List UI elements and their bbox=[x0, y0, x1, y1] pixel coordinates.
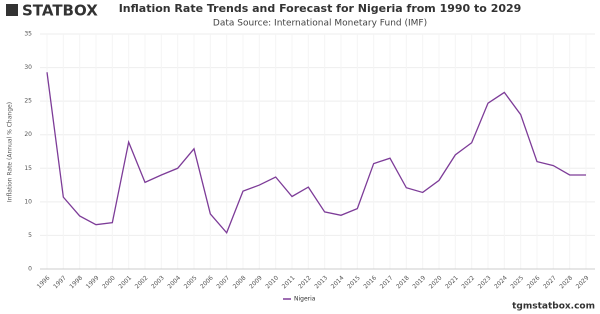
y-tick-label: 0 bbox=[28, 266, 32, 273]
x-tick-label: 2008 bbox=[232, 274, 248, 290]
x-tick-label: 2012 bbox=[297, 274, 313, 290]
x-tick-label: 2005 bbox=[183, 274, 199, 290]
x-tick-label: 2013 bbox=[313, 274, 329, 290]
x-tick-label: 2002 bbox=[134, 274, 150, 290]
y-tick-label: 35 bbox=[24, 31, 32, 38]
x-tick-label: 2015 bbox=[346, 274, 362, 290]
x-tick-label: 2003 bbox=[150, 274, 166, 290]
x-tick-label: 2011 bbox=[281, 274, 297, 290]
y-tick-label: 5 bbox=[28, 232, 32, 239]
y-axis-label: Inflation Rate (Annual % Change) bbox=[7, 102, 14, 202]
x-tick-label: 2014 bbox=[330, 274, 346, 290]
x-tick-label: 2007 bbox=[215, 274, 231, 290]
x-tick-label: 2021 bbox=[444, 274, 460, 290]
x-tick-label: 2019 bbox=[411, 274, 427, 290]
x-tick-label: 2018 bbox=[395, 274, 411, 290]
logo: STATBOX bbox=[22, 2, 98, 20]
chart-subtitle: Data Source: International Monetary Fund… bbox=[213, 19, 427, 29]
x-tick-label: 2022 bbox=[460, 274, 476, 290]
chart-title: Inflation Rate Trends and Forecast for N… bbox=[119, 2, 522, 15]
x-tick-label: 2010 bbox=[264, 274, 280, 290]
line-series bbox=[46, 72, 586, 234]
x-tick-label: 1996 bbox=[36, 274, 52, 290]
y-tick-label: 25 bbox=[24, 98, 32, 105]
y-tick-label: 20 bbox=[24, 131, 32, 138]
logo-icon bbox=[6, 4, 18, 16]
x-tick-label: 2029 bbox=[575, 274, 591, 290]
x-tick-label: 2025 bbox=[509, 274, 525, 290]
x-tick-label: 2016 bbox=[362, 274, 378, 290]
x-tick-label: 2017 bbox=[379, 274, 395, 290]
x-tick-label: 2028 bbox=[558, 274, 574, 290]
y-tick-label: 10 bbox=[24, 198, 32, 205]
x-tick-label: 1998 bbox=[68, 274, 84, 290]
x-tick-label: 2009 bbox=[248, 274, 264, 290]
y-tick-label: 30 bbox=[24, 64, 32, 71]
legend-label: Nigeria bbox=[294, 296, 316, 303]
x-tick-label: 2024 bbox=[493, 274, 509, 290]
x-tick-label: 2027 bbox=[542, 274, 558, 290]
x-tick-label: 2004 bbox=[166, 274, 182, 290]
y-tick-label: 15 bbox=[24, 165, 32, 172]
site-footer: tgmstatbox.com bbox=[512, 302, 595, 312]
x-tick-label: 2026 bbox=[526, 274, 542, 290]
x-tick-label: 2001 bbox=[117, 274, 133, 290]
x-tick-label: 1997 bbox=[52, 274, 68, 290]
x-tick-label: 2023 bbox=[477, 274, 493, 290]
x-tick-label: 2000 bbox=[101, 274, 117, 290]
x-tick-label: 2006 bbox=[199, 274, 215, 290]
x-tick-label: 2020 bbox=[428, 274, 444, 290]
x-tick-label: 1999 bbox=[85, 274, 101, 290]
